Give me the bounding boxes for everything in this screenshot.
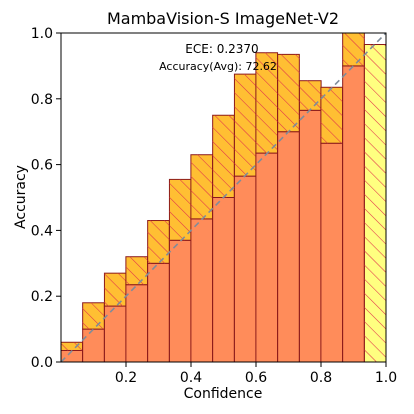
gap-hatch-5 — [169, 179, 192, 241]
y-tick-label-2: 0.4 — [31, 223, 53, 239]
accuracy-bar-7 — [212, 197, 235, 362]
gap-hatch-11 — [299, 80, 322, 111]
accuracy-bar-4 — [147, 262, 170, 362]
x-tick-label-4: 1.0 — [375, 370, 397, 386]
x-axis-label: Confidence — [184, 386, 263, 402]
accuracy-bar-2 — [103, 305, 127, 362]
x-tick-label-3: 0.8 — [310, 370, 332, 386]
ece-annotation: ECE: 0.2370 — [185, 42, 258, 56]
accuracy-bar-13 — [342, 65, 365, 362]
accuracy-bar-6 — [190, 218, 214, 362]
gap-hatch-10 — [277, 54, 300, 132]
y-tick-label-3: 0.6 — [31, 158, 53, 174]
gap-hatch-1 — [82, 302, 105, 330]
accuracy-bar-3 — [125, 284, 149, 362]
y-tick-label-5: 1.0 — [31, 26, 53, 42]
gap-hatch-13 — [342, 33, 365, 66]
accuracy-bar-1 — [82, 328, 105, 362]
accuracy-bar-9 — [255, 152, 279, 362]
chart-title: MambaVision-S ImageNet-V2 — [107, 9, 339, 28]
perfect-calibration-line — [61, 33, 386, 362]
gap-hatch-0 — [61, 342, 83, 351]
accuracy-bar-11 — [298, 109, 322, 362]
x-axis-ticks: 0.2 0.4 0.6 0.8 1.0 — [115, 362, 397, 386]
gap-hatch-8 — [234, 74, 257, 177]
gap-hatch-4 — [147, 220, 170, 264]
x-tick-label-2: 0.6 — [245, 370, 267, 386]
accuracy-avg-annotation: Accuracy(Avg): 72.62 — [159, 60, 277, 73]
x-tick-label-0: 0.2 — [115, 370, 137, 386]
y-axis-label: Accuracy — [13, 165, 29, 229]
x-tick-label-1: 0.4 — [180, 370, 202, 386]
gap-hatch-14 — [364, 44, 386, 362]
y-axis-ticks: 0.0 0.2 0.4 0.6 0.8 1.0 — [31, 26, 61, 371]
plot-frame — [60, 32, 387, 363]
y-tick-label-4: 0.8 — [31, 92, 53, 108]
accuracy-bar-12 — [320, 142, 344, 362]
gap-hatch-2 — [104, 273, 127, 307]
gap-hatch-9 — [255, 52, 278, 154]
plot-area — [61, 33, 386, 362]
accuracy-bar-8 — [233, 175, 257, 362]
y-tick-label-0: 0.0 — [31, 355, 53, 371]
gap-hatch-3 — [125, 256, 148, 285]
gap-hatch-6 — [190, 154, 213, 219]
accuracy-bar-10 — [277, 131, 300, 362]
y-tick-label-1: 0.2 — [31, 289, 53, 305]
bars-group — [61, 33, 386, 362]
accuracy-bar-5 — [168, 239, 192, 362]
gap-hatch-7 — [212, 115, 235, 198]
gap-hatch-12 — [320, 87, 343, 144]
